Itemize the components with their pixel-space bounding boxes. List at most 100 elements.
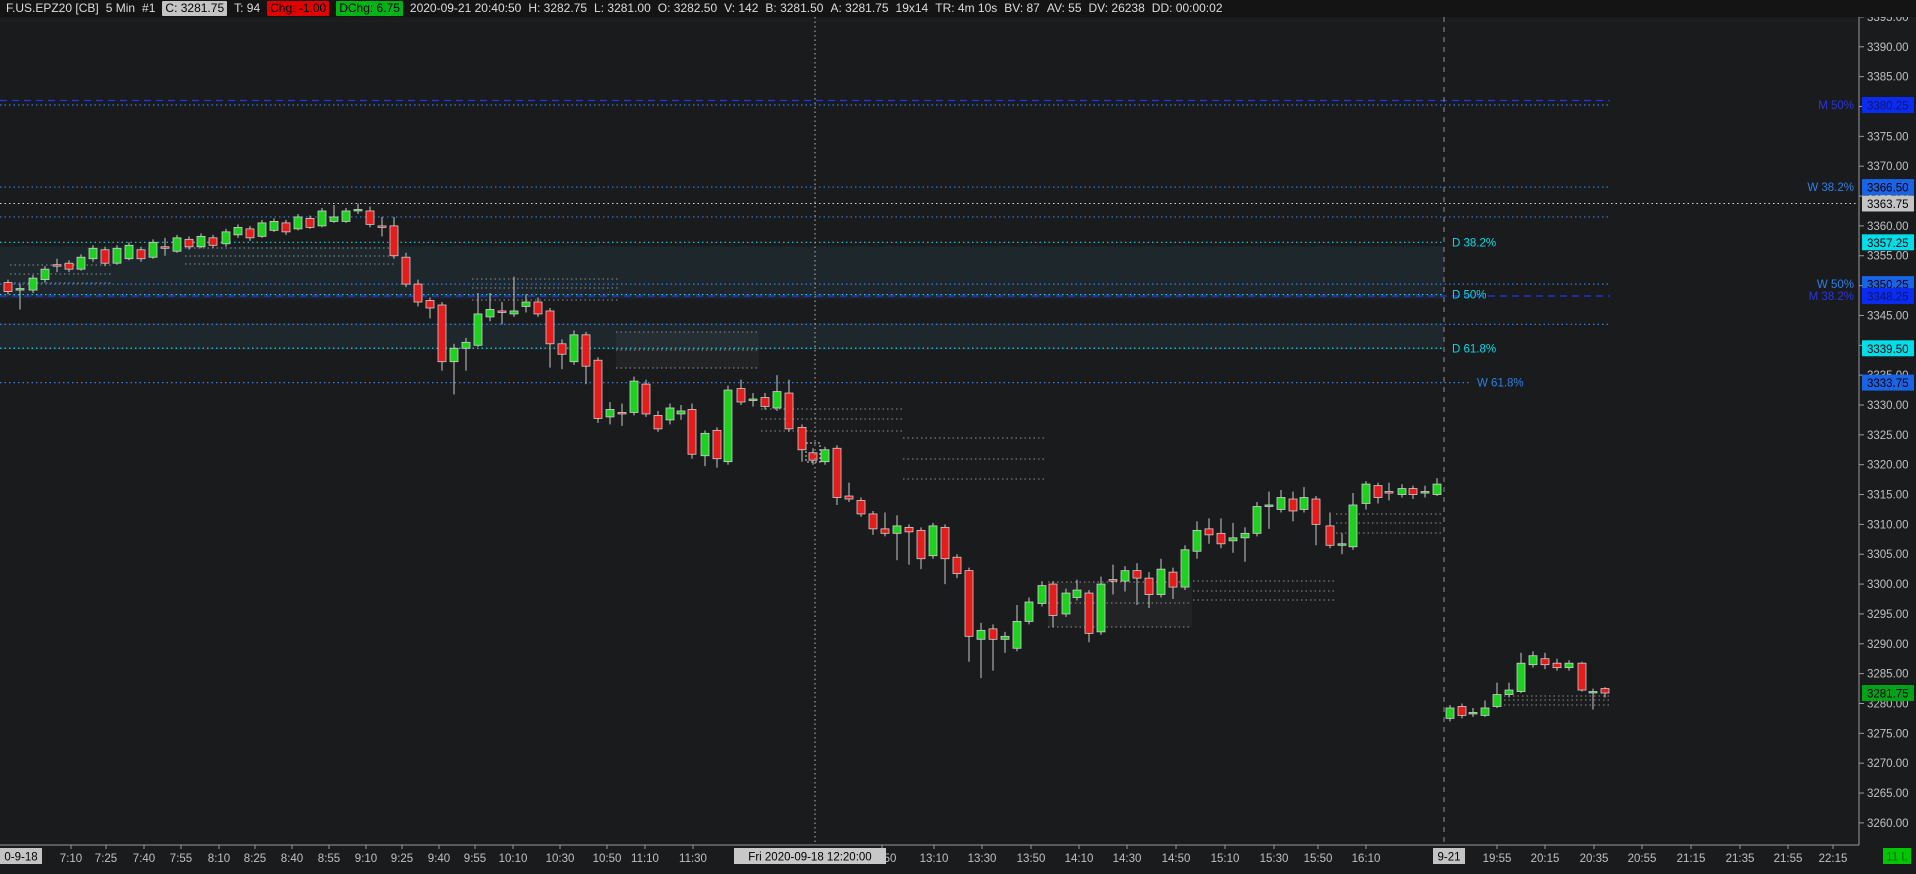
candle-66[interactable] xyxy=(797,424,807,462)
candle-1[interactable] xyxy=(15,284,25,310)
candle-76[interactable] xyxy=(916,527,926,570)
candle-5[interactable] xyxy=(64,260,74,273)
candle-26[interactable] xyxy=(317,207,327,228)
candle-83[interactable] xyxy=(1000,631,1010,653)
candle-14[interactable] xyxy=(172,234,182,253)
candle-34[interactable] xyxy=(413,279,423,307)
candle-130[interactable] xyxy=(1564,660,1574,671)
candle-111[interactable] xyxy=(1337,533,1347,555)
candle-64[interactable] xyxy=(772,375,782,411)
candle-45[interactable] xyxy=(545,307,555,368)
candle-55[interactable] xyxy=(665,403,675,425)
candle-91[interactable] xyxy=(1096,576,1106,635)
candle-61[interactable] xyxy=(736,379,746,405)
candle-21[interactable] xyxy=(257,219,267,238)
candle-90[interactable] xyxy=(1084,590,1094,643)
time-axis[interactable]: 7:10 7:25 7:40 7:55 8:10 8:25 8:40 8:55 9:10 9:25… xyxy=(0,845,1911,865)
candle-54[interactable] xyxy=(653,410,663,432)
candle-53[interactable] xyxy=(641,379,651,417)
candle-116[interactable] xyxy=(1397,484,1407,498)
candle-35[interactable] xyxy=(425,297,435,319)
candle-133[interactable] xyxy=(1600,687,1610,698)
candle-72[interactable] xyxy=(868,510,878,535)
candle-15[interactable] xyxy=(184,236,194,250)
candle-95[interactable] xyxy=(1144,572,1154,608)
candle-71[interactable] xyxy=(856,497,866,517)
candle-85[interactable] xyxy=(1024,597,1034,625)
candle-102[interactable] xyxy=(1228,522,1238,553)
candle-108[interactable] xyxy=(1299,487,1309,513)
candle-117[interactable] xyxy=(1408,485,1418,500)
candle-16[interactable] xyxy=(196,233,206,249)
candle-69[interactable] xyxy=(832,445,842,505)
candle-13[interactable] xyxy=(160,237,170,256)
candle-29[interactable] xyxy=(353,203,363,214)
candle-36[interactable] xyxy=(437,302,447,371)
candle-46[interactable] xyxy=(557,339,567,370)
candle-70[interactable] xyxy=(844,482,854,502)
candle-8[interactable] xyxy=(100,246,110,267)
candle-124[interactable] xyxy=(1492,682,1502,708)
candle-80[interactable] xyxy=(964,567,974,662)
candle-121[interactable] xyxy=(1457,703,1467,719)
candle-126[interactable] xyxy=(1516,652,1526,694)
candle-48[interactable] xyxy=(581,331,591,385)
candle-40[interactable] xyxy=(485,293,495,322)
candle-109[interactable] xyxy=(1311,496,1321,546)
candle-113[interactable] xyxy=(1361,481,1371,510)
candle-107[interactable] xyxy=(1288,491,1298,522)
candle-106[interactable] xyxy=(1276,490,1286,513)
candle-81[interactable] xyxy=(976,622,986,679)
candle-82[interactable] xyxy=(988,624,998,671)
candle-0[interactable] xyxy=(3,279,13,295)
candle-112[interactable] xyxy=(1348,493,1358,550)
candle-20[interactable] xyxy=(245,225,255,241)
candle-37[interactable] xyxy=(449,343,459,395)
candle-41[interactable] xyxy=(497,302,507,325)
candle-33[interactable] xyxy=(401,252,411,288)
candle-22[interactable] xyxy=(269,218,279,232)
candle-43[interactable] xyxy=(521,294,531,313)
candle-120[interactable] xyxy=(1445,704,1455,722)
candle-78[interactable] xyxy=(940,524,950,585)
price-chart-canvas[interactable]: M 50% W 38.2% W 50%M 38.2% D 38.2% D 50% D 61… xyxy=(0,17,1916,874)
candle-125[interactable] xyxy=(1504,682,1514,698)
candle-47[interactable] xyxy=(569,330,579,365)
candle-129[interactable] xyxy=(1552,658,1562,671)
candle-31[interactable] xyxy=(377,216,387,237)
candle-123[interactable] xyxy=(1480,700,1490,717)
candle-128[interactable] xyxy=(1540,652,1550,670)
candle-105[interactable] xyxy=(1264,491,1274,529)
candle-52[interactable] xyxy=(629,376,639,416)
candle-74[interactable] xyxy=(892,515,902,561)
candle-86[interactable] xyxy=(1037,581,1047,607)
candle-84[interactable] xyxy=(1012,604,1022,652)
candle-60[interactable] xyxy=(723,385,733,465)
candle-131[interactable] xyxy=(1577,661,1587,692)
candle-32[interactable] xyxy=(389,216,399,259)
candle-68[interactable] xyxy=(820,446,830,465)
candle-30[interactable] xyxy=(365,206,375,228)
candle-127[interactable] xyxy=(1528,651,1538,668)
candle-114[interactable] xyxy=(1373,482,1383,504)
candle-101[interactable] xyxy=(1216,518,1226,549)
candle-27[interactable] xyxy=(329,204,339,223)
candle-57[interactable] xyxy=(687,403,697,459)
candle-12[interactable] xyxy=(148,239,158,259)
candle-99[interactable] xyxy=(1192,521,1202,559)
candle-94[interactable] xyxy=(1132,563,1142,605)
candle-73[interactable] xyxy=(880,512,890,537)
candle-38[interactable] xyxy=(461,337,471,371)
candle-11[interactable] xyxy=(136,246,146,262)
candle-3[interactable] xyxy=(40,266,50,283)
candle-49[interactable] xyxy=(593,357,603,423)
candle-24[interactable] xyxy=(293,213,303,231)
candle-75[interactable] xyxy=(904,524,914,565)
candle-87[interactable] xyxy=(1048,581,1058,628)
candle-65[interactable] xyxy=(784,379,794,432)
candle-2[interactable] xyxy=(28,275,38,294)
candle-89[interactable] xyxy=(1072,579,1082,601)
candle-88[interactable] xyxy=(1061,588,1071,617)
candle-42[interactable] xyxy=(509,276,519,317)
candle-50[interactable] xyxy=(605,402,615,425)
